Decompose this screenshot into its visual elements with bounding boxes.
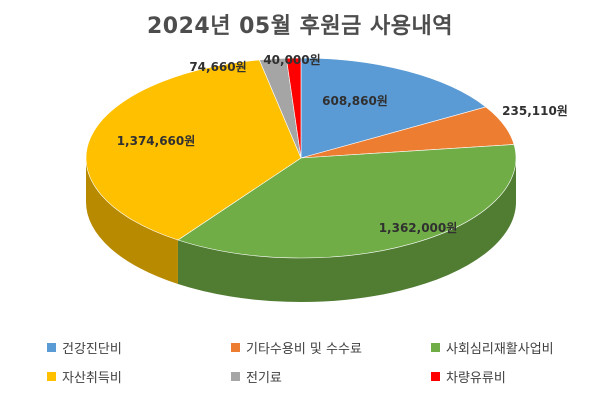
data-labels: 608,860원 235,110원 1,362,000원 1,374,660원 74,6…	[117, 53, 568, 235]
pie-slice-2	[177, 144, 517, 259]
pie-slice-0	[300, 57, 487, 159]
pie-top-faces	[85, 57, 517, 259]
pie-slice-3	[85, 59, 302, 241]
pie-slice-5	[286, 57, 302, 159]
data-label-4: 74,660원	[189, 60, 246, 74]
data-label-2: 1,362,000원	[379, 221, 458, 235]
pie-slice-side-3	[86, 158, 178, 285]
data-label-3: 1,374,660원	[117, 134, 196, 148]
data-label-1: 235,110원	[502, 104, 568, 118]
data-label-5: 40,000원	[263, 53, 320, 67]
data-label-0: 608,860원	[322, 94, 388, 108]
pie-side-walls	[86, 158, 516, 302]
pie-slice-side-2	[177, 158, 516, 302]
chart-title: 2024년 05월 후원금 사용내역	[147, 14, 453, 39]
